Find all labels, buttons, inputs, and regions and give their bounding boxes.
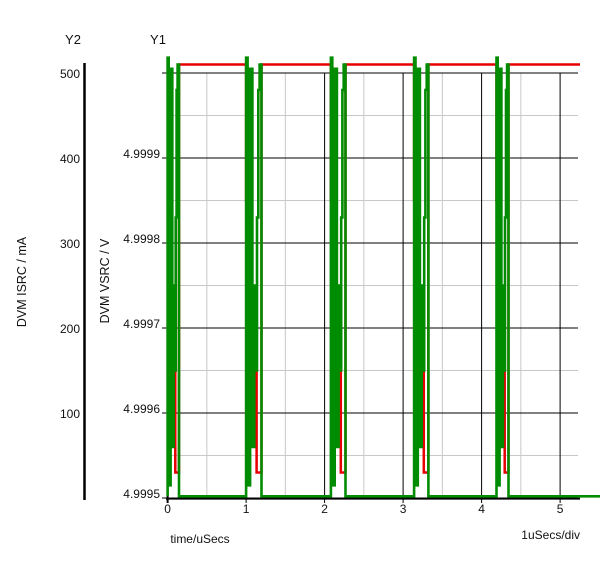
y1-tick-label: 4.9999 (123, 147, 160, 161)
y2-tick-label: 400 (59, 152, 80, 166)
x-axis-scale-label: 1uSecs/div (521, 528, 580, 542)
x-tick-label: 0 (164, 502, 171, 516)
vsrc-trace (167, 63, 580, 474)
y2-axis-name: Y2 (65, 32, 81, 47)
y2-tick-label: 300 (59, 237, 80, 251)
y1-axis-name: Y1 (150, 32, 166, 47)
y1-tick-label: 4.9996 (123, 402, 160, 416)
y1-tick-label: 4.9995 (123, 487, 160, 501)
y2-tick-label: 200 (59, 322, 80, 336)
x-tick-label: 4 (478, 502, 485, 516)
x-tick-label: 5 (556, 502, 564, 516)
y1-tick-label: 4.9997 (123, 317, 160, 331)
x-axis-title: time/uSecs (170, 532, 230, 546)
y2-tick-label: 100 (59, 407, 80, 421)
isrc-trace (166, 56, 600, 498)
x-tick-label: 3 (399, 502, 407, 516)
y2-tick-label: 500 (59, 67, 80, 81)
x-tick-label: 2 (321, 502, 328, 516)
y1-tick-label: 4.9998 (123, 232, 160, 246)
x-tick-label: 1 (242, 502, 250, 516)
